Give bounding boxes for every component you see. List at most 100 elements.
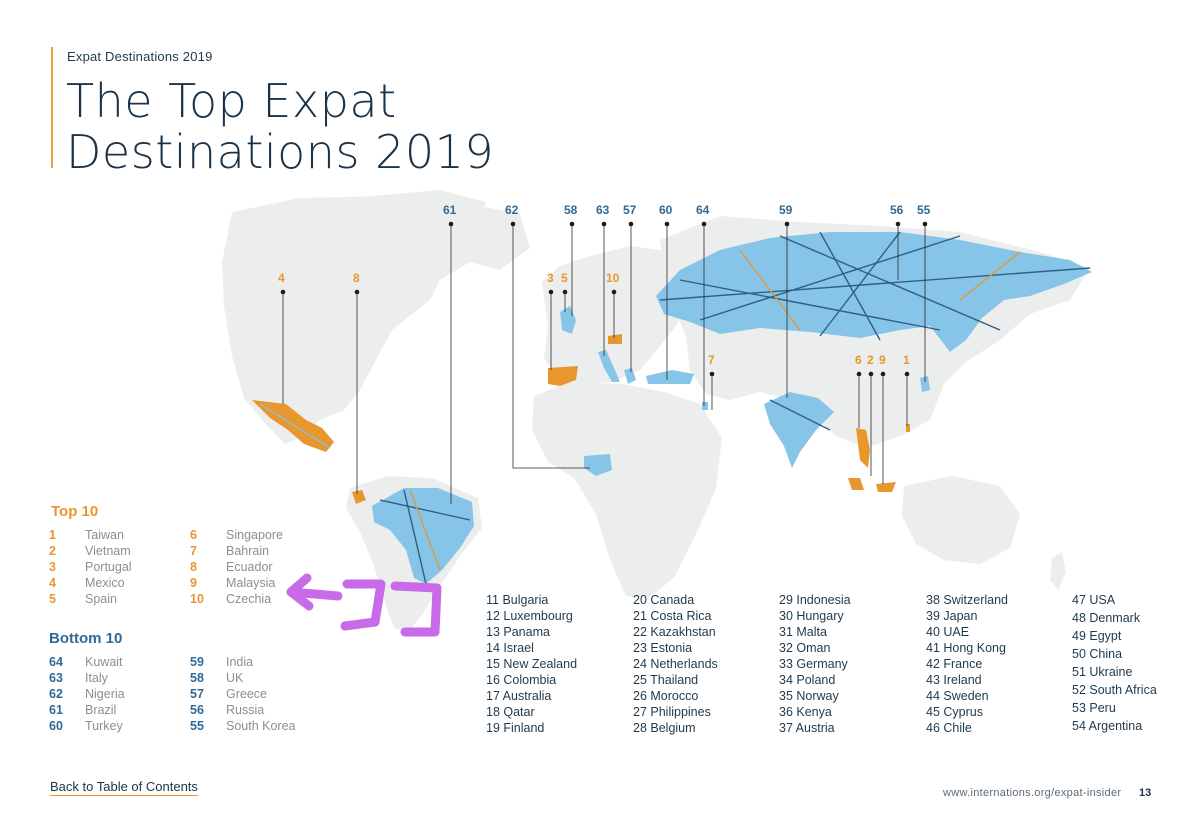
country-name: Spain bbox=[85, 592, 117, 606]
rank-number: 62 bbox=[49, 687, 63, 701]
page-title: The Top Expat Destinations 2019 bbox=[66, 76, 494, 178]
region-italy bbox=[598, 350, 620, 382]
country-name: Malaysia bbox=[226, 576, 276, 590]
country-name: Russia bbox=[226, 703, 265, 717]
marker-label: 8 bbox=[353, 271, 360, 285]
marker-label: 60 bbox=[659, 203, 673, 217]
landmass-north-america bbox=[222, 196, 530, 444]
ranking-item: 49 Egypt bbox=[1072, 629, 1122, 643]
ranking-item: 20 Canada bbox=[633, 593, 695, 607]
title-accent-bar bbox=[51, 47, 53, 168]
rank-number: 58 bbox=[190, 671, 204, 685]
rank-number: 9 bbox=[190, 576, 197, 590]
rank-number: 5 bbox=[49, 592, 56, 606]
ranking-item: 32 Oman bbox=[779, 641, 831, 655]
marker-label: 1 bbox=[903, 353, 910, 367]
country-name: Nigeria bbox=[85, 687, 125, 701]
country-name: Kuwait bbox=[85, 655, 123, 669]
ranking-item: 34 Poland bbox=[779, 673, 836, 687]
country-name: Greece bbox=[226, 687, 267, 701]
marker-label: 64 bbox=[696, 203, 710, 217]
ranking-item: 35 Norway bbox=[779, 689, 839, 703]
leader-lines bbox=[282, 224, 926, 504]
ranking-item: 45 Cyprus bbox=[926, 705, 983, 719]
region-turkey bbox=[646, 370, 694, 384]
ranking-item: 12 Luxembourg bbox=[486, 609, 573, 623]
country-pattern-lines bbox=[379, 231, 1091, 585]
rank-number: 10 bbox=[190, 592, 204, 606]
country-name: Mexico bbox=[85, 576, 125, 590]
ranking-item: 27 Philippines bbox=[633, 705, 711, 719]
region-malaysia bbox=[848, 478, 864, 490]
ranking-item: 29 Indonesia bbox=[779, 593, 851, 607]
top10-regions bbox=[252, 334, 910, 504]
ranking-item: 46 Chile bbox=[926, 721, 972, 735]
country-name: Bahrain bbox=[226, 544, 270, 558]
country-name: Turkey bbox=[85, 719, 123, 733]
ranking-item: 51 Ukraine bbox=[1072, 665, 1133, 679]
country-name: Ecuador bbox=[226, 560, 273, 574]
region-czechia bbox=[608, 334, 622, 344]
country-pattern-lines-orange bbox=[409, 249, 1021, 571]
bottom10-heading: Bottom 10 bbox=[49, 630, 123, 647]
region-nigeria bbox=[584, 454, 612, 476]
country-name: Vietnam bbox=[85, 544, 131, 558]
country-name: Singapore bbox=[226, 528, 283, 542]
ranking-item: 26 Morocco bbox=[633, 689, 699, 703]
rank-number: 3 bbox=[49, 560, 56, 574]
marker-label: 10 bbox=[606, 271, 620, 285]
rank-number: 60 bbox=[49, 719, 63, 733]
region-mexico bbox=[252, 400, 334, 452]
ranking-item: 50 China bbox=[1072, 647, 1123, 661]
ranking-item: 38 Switzerland bbox=[926, 593, 1008, 607]
ranking-item: 21 Costa Rica bbox=[633, 609, 712, 623]
rank-number: 6 bbox=[190, 528, 197, 542]
ranking-item: 16 Colombia bbox=[486, 673, 557, 687]
ranking-item: 28 Belgium bbox=[633, 721, 696, 735]
rank-number: 7 bbox=[190, 544, 197, 558]
ranking-item: 37 Austria bbox=[779, 721, 835, 735]
rank-number: 61 bbox=[49, 703, 63, 717]
marker-label: 5 bbox=[561, 271, 568, 285]
marker-label: 2 bbox=[867, 353, 874, 367]
region-spain bbox=[548, 366, 578, 386]
rank-number: 8 bbox=[190, 560, 197, 574]
ranking-item: 30 Hungary bbox=[779, 609, 844, 623]
marker-label: 57 bbox=[623, 203, 637, 217]
country-name: Italy bbox=[85, 671, 108, 685]
country-name: South Korea bbox=[226, 719, 296, 733]
ranking-item: 25 Thailand bbox=[633, 673, 699, 687]
marker-label: 7 bbox=[708, 353, 715, 367]
ranking-item: 17 Australia bbox=[486, 689, 552, 703]
region-vietnam bbox=[856, 428, 870, 468]
region-brazil bbox=[372, 488, 474, 584]
marker-label: 9 bbox=[879, 353, 886, 367]
ranking-item: 18 Qatar bbox=[486, 705, 535, 719]
country-pattern-lines-blue-on-orange bbox=[259, 403, 331, 449]
ranking-item: 24 Netherlands bbox=[633, 657, 718, 671]
landmass-new-zealand bbox=[1050, 552, 1066, 590]
marker-label: 59 bbox=[779, 203, 793, 217]
rank-number: 56 bbox=[190, 703, 204, 717]
region-south-korea bbox=[920, 376, 930, 392]
ranking-item: 15 New Zealand bbox=[486, 657, 578, 671]
landmass-europe bbox=[542, 246, 700, 384]
ranking-item: 53 Peru bbox=[1072, 701, 1116, 715]
region-kuwait bbox=[702, 402, 708, 410]
rank-number: 4 bbox=[49, 576, 56, 590]
landmass-greenland bbox=[372, 190, 486, 272]
bottom10-regions bbox=[372, 232, 1092, 584]
back-to-toc-link[interactable]: Back to Table of Contents bbox=[50, 779, 198, 796]
rank-number: 59 bbox=[190, 655, 204, 669]
ranking-item: 22 Kazakhstan bbox=[633, 625, 716, 639]
ranking-item: 42 France bbox=[926, 657, 983, 671]
leader-dots bbox=[280, 221, 928, 377]
ranking-item: 40 UAE bbox=[926, 625, 970, 639]
marker-label: 3 bbox=[547, 271, 554, 285]
marker-label: 55 bbox=[917, 203, 931, 217]
ranking-item: 13 Panama bbox=[486, 625, 550, 639]
page-number: 13 bbox=[1139, 787, 1152, 799]
rank-number: 63 bbox=[49, 671, 63, 685]
marker-label: 63 bbox=[596, 203, 610, 217]
